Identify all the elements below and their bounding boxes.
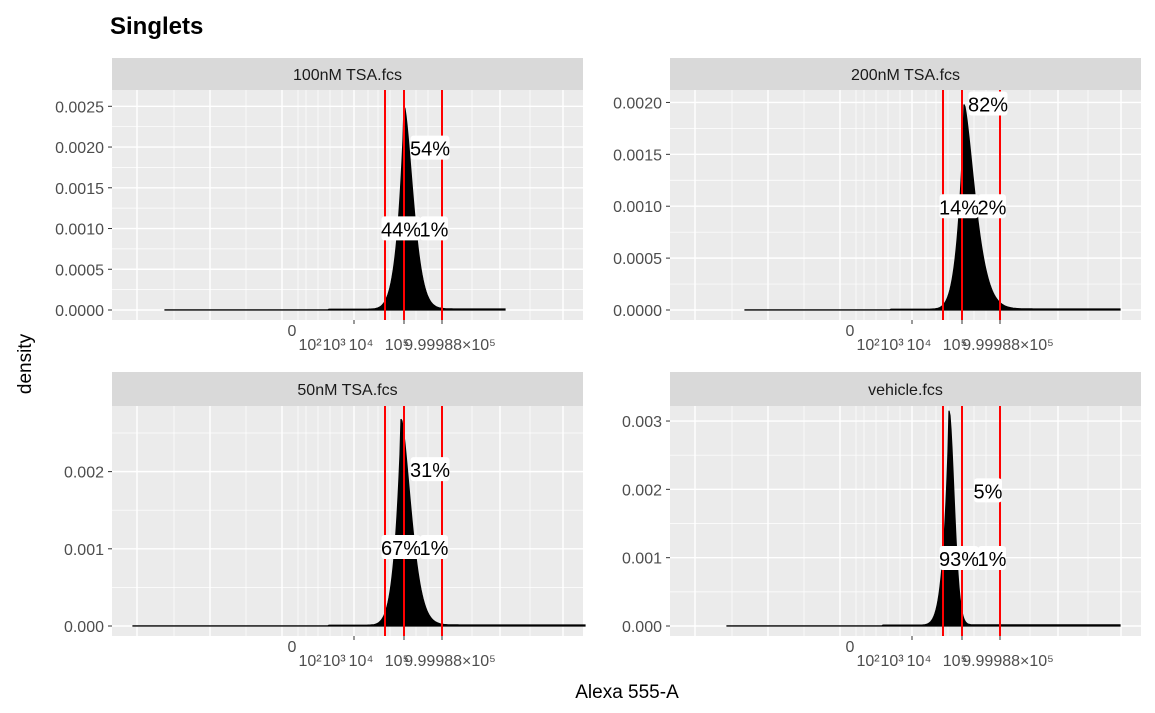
y-tick-label: 0.002 bbox=[622, 482, 662, 499]
x-tick-label: 10⁵ bbox=[385, 653, 409, 670]
x-tick-label: 10³ bbox=[880, 653, 904, 670]
x-tick-label: 10³ bbox=[322, 653, 346, 670]
percent-label: 93% bbox=[939, 549, 979, 571]
x-tick-label: 10³ bbox=[880, 337, 904, 354]
percent-label-box bbox=[381, 216, 421, 241]
x-tick-label: 10² bbox=[298, 337, 322, 354]
strip-label: 100nM TSA.fcs bbox=[293, 67, 402, 84]
panel-background bbox=[112, 90, 583, 320]
percent-label-box bbox=[410, 135, 450, 160]
y-tick-label: 0.0005 bbox=[55, 262, 104, 279]
y-tick-label: 0.0000 bbox=[55, 303, 104, 320]
y-tick-label: 0.0015 bbox=[613, 147, 662, 164]
x-tick-label: 10³ bbox=[322, 337, 346, 354]
percent-label-box bbox=[939, 194, 979, 219]
x-tick-label: 10⁵ bbox=[943, 337, 967, 354]
percent-label-box bbox=[974, 478, 1002, 503]
panel-1: 100nM TSA.fcs 0.0000 0.0005 0.0010 0.0015 0.0… bbox=[55, 58, 583, 354]
density-area bbox=[744, 104, 1121, 311]
percent-label-box bbox=[939, 546, 979, 571]
x-tick-label: 10⁴ bbox=[907, 337, 932, 354]
strip-background bbox=[112, 372, 583, 406]
percent-label-box bbox=[420, 535, 448, 560]
panel-background bbox=[670, 90, 1141, 320]
percent-label: 14% bbox=[939, 197, 979, 219]
strip-background bbox=[112, 58, 583, 90]
percent-label: 2% bbox=[978, 197, 1007, 219]
percent-label: 1% bbox=[420, 538, 449, 560]
x-axis-title: Alexa 555-A bbox=[575, 682, 679, 703]
percent-label-box bbox=[978, 546, 1006, 571]
y-tick-label: 0.002 bbox=[64, 465, 104, 482]
y-tick-label: 0.0010 bbox=[55, 222, 104, 239]
x-tick-label: 10² bbox=[856, 337, 880, 354]
x-tick-label: 10² bbox=[856, 653, 880, 670]
y-tick-label: 0.0005 bbox=[613, 251, 662, 268]
x-tick-label: 9.99988×10⁵ bbox=[962, 653, 1054, 670]
percent-label: 5% bbox=[974, 481, 1003, 503]
percent-label-box bbox=[978, 194, 1006, 219]
strip-label: 200nM TSA.fcs bbox=[851, 67, 960, 84]
x-tick-label: 0 bbox=[288, 639, 297, 656]
density-area bbox=[132, 418, 586, 627]
y-tick-label: 0.0015 bbox=[55, 181, 104, 198]
percent-label: 31% bbox=[410, 460, 450, 482]
x-tick-label: 9.99988×10⁵ bbox=[404, 653, 496, 670]
percent-label: 1% bbox=[420, 219, 449, 241]
x-tick-label: 10⁵ bbox=[943, 653, 967, 670]
chart-title: Singlets bbox=[110, 13, 203, 40]
x-tick-label: 10⁴ bbox=[349, 337, 374, 354]
y-tick-label: 0.000 bbox=[622, 619, 662, 636]
x-tick-label: 0 bbox=[288, 323, 297, 340]
percent-label: 67% bbox=[381, 538, 421, 560]
strip-label: 50nM TSA.fcs bbox=[297, 382, 397, 399]
y-tick-label: 0.0020 bbox=[613, 95, 662, 112]
x-tick-label: 10⁴ bbox=[349, 653, 374, 670]
percent-label-box bbox=[968, 91, 1008, 116]
strip-label: vehicle.fcs bbox=[868, 382, 943, 399]
y-tick-label: 0.003 bbox=[622, 414, 662, 431]
x-tick-label: 10⁵ bbox=[385, 337, 409, 354]
y-tick-label: 0.001 bbox=[622, 551, 662, 568]
y-tick-label: 0.0010 bbox=[613, 199, 662, 216]
percent-label: 1% bbox=[978, 549, 1007, 571]
panel-background bbox=[112, 406, 583, 636]
x-tick-label: 10⁴ bbox=[907, 653, 932, 670]
x-tick-label: 9.99988×10⁵ bbox=[404, 337, 496, 354]
y-tick-label: 0.000 bbox=[64, 619, 104, 636]
y-tick-label: 0.0020 bbox=[55, 140, 104, 157]
percent-label-box bbox=[420, 216, 448, 241]
y-tick-label: 0.0000 bbox=[613, 303, 662, 320]
percent-label-box bbox=[381, 535, 421, 560]
panel-2: 200nM TSA.fcs 0.0000 0.0005 0.0010 0.0015 0.0… bbox=[613, 58, 1141, 354]
y-tick-label: 0.001 bbox=[64, 542, 104, 559]
strip-background bbox=[670, 58, 1141, 90]
percent-label: 82% bbox=[968, 95, 1008, 117]
x-tick-label: 10² bbox=[298, 653, 322, 670]
panel-background bbox=[670, 406, 1141, 636]
y-axis-title: density bbox=[15, 333, 36, 394]
x-tick-label: 0 bbox=[846, 323, 855, 340]
strip-background bbox=[670, 372, 1141, 406]
density-area bbox=[164, 106, 506, 311]
density-area bbox=[726, 410, 1121, 627]
x-tick-label: 0 bbox=[846, 639, 855, 656]
percent-label-box bbox=[410, 457, 450, 482]
percent-label: 54% bbox=[410, 139, 450, 161]
y-tick-label: 0.0025 bbox=[55, 99, 104, 116]
x-tick-label: 9.99988×10⁵ bbox=[962, 337, 1054, 354]
percent-label: 44% bbox=[381, 219, 421, 241]
panels-group: 100nM TSA.fcs0.00000.00050.00100.00150.0… bbox=[55, 58, 1141, 670]
